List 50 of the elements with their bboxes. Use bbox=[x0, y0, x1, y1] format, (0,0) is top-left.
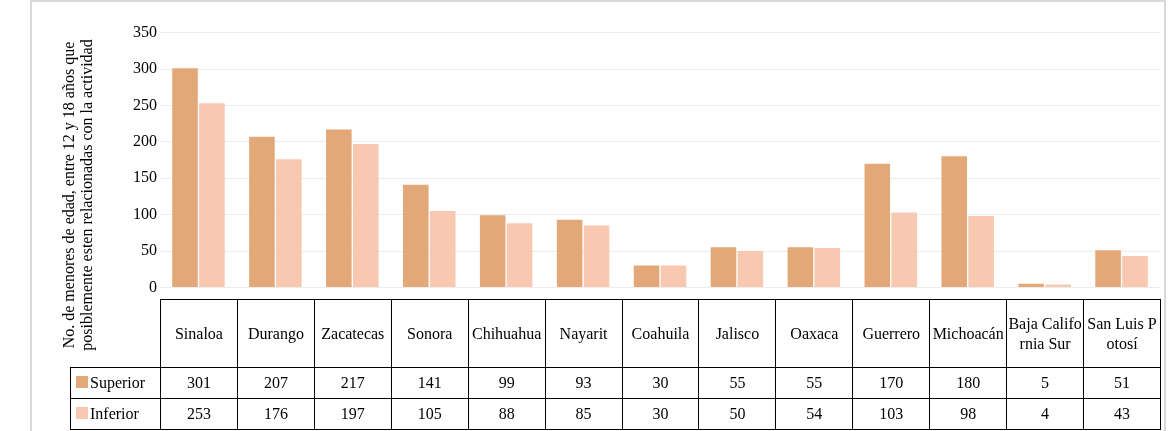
y-tick-label: 300 bbox=[133, 59, 157, 77]
data-label: 217 bbox=[314, 367, 392, 399]
data-label: 180 bbox=[929, 367, 1007, 399]
data-label: 4 bbox=[1006, 398, 1084, 430]
x-tick-label: Jalisco bbox=[698, 299, 776, 368]
x-tick-label: Sinaloa bbox=[160, 299, 238, 368]
data-label: 30 bbox=[622, 398, 699, 430]
data-label: 301 bbox=[160, 367, 238, 399]
y-tick-label: 100 bbox=[133, 204, 157, 222]
x-tick-label: Chihuahua bbox=[468, 299, 546, 368]
data-label: 54 bbox=[775, 398, 853, 430]
x-tick-label: Durango bbox=[237, 299, 315, 368]
data-label: 55 bbox=[698, 367, 776, 399]
data-label: 170 bbox=[852, 367, 930, 399]
data-label: 176 bbox=[237, 398, 315, 430]
data-label: 98 bbox=[929, 398, 1007, 430]
y-axis-title: No. de menores de edad, entre 12 y 18 años que posiblemente esten relacionadas con la actividad bbox=[59, 38, 97, 353]
data-label: 99 bbox=[468, 367, 546, 399]
data-label: 105 bbox=[391, 398, 469, 430]
data-label: 5 bbox=[1006, 367, 1084, 399]
data-label: 55 bbox=[775, 367, 853, 399]
x-tick-label: San Luis Potosí bbox=[1083, 299, 1161, 368]
y-tick-label: 150 bbox=[133, 168, 157, 186]
data-label: 43 bbox=[1083, 398, 1161, 430]
x-tick-label: Baja California Sur bbox=[1006, 299, 1084, 368]
x-tick-label: Oaxaca bbox=[775, 299, 853, 368]
x-tick-label: Michoacán bbox=[929, 299, 1007, 368]
x-tick-label: Guerrero bbox=[852, 299, 930, 368]
x-tick-label: Coahuila bbox=[622, 299, 699, 368]
data-label: 30 bbox=[622, 367, 699, 399]
x-tick-label: Sonora bbox=[391, 299, 469, 368]
data-label: 50 bbox=[698, 398, 776, 430]
data-label: 253 bbox=[160, 398, 238, 430]
data-label: 141 bbox=[391, 367, 469, 399]
data-label: 85 bbox=[545, 398, 623, 430]
y-tick-label: 0 bbox=[149, 277, 157, 295]
data-label: 93 bbox=[545, 367, 623, 399]
y-tick-label: 350 bbox=[133, 22, 157, 40]
y-tick-label: 50 bbox=[141, 241, 157, 259]
y-tick-label: 250 bbox=[133, 95, 157, 113]
data-label: 51 bbox=[1083, 367, 1161, 399]
x-tick-label: Zacatecas bbox=[314, 299, 392, 368]
data-label: 207 bbox=[237, 367, 315, 399]
legend-label: Inferior bbox=[70, 398, 161, 430]
data-label: 197 bbox=[314, 398, 392, 430]
data-label: 88 bbox=[468, 398, 546, 430]
y-tick-label: 200 bbox=[133, 132, 157, 149]
data-label: 103 bbox=[852, 398, 930, 430]
legend-label: Superior bbox=[70, 367, 161, 399]
x-tick-label: Nayarit bbox=[545, 299, 623, 368]
